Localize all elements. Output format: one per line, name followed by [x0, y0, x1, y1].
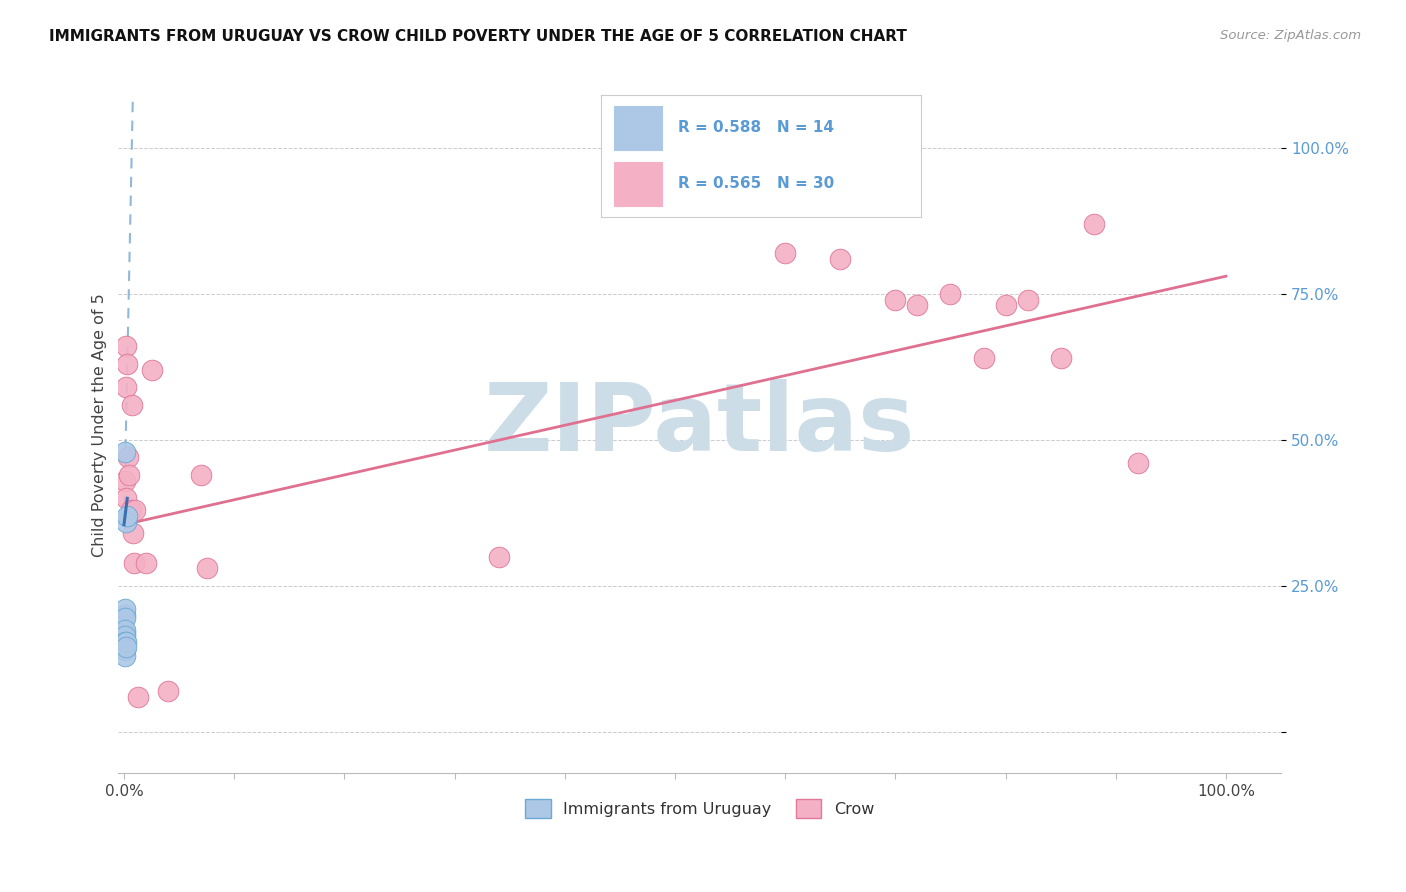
Point [1083, 217, 1105, 231]
Point [120, 503, 142, 517]
Point [124, 503, 146, 517]
Point [135, 556, 157, 570]
Point [114, 634, 136, 648]
Point [118, 467, 141, 482]
Point [114, 623, 136, 637]
Point [973, 351, 995, 365]
Point [114, 515, 136, 529]
Point [114, 629, 136, 643]
Point [939, 286, 962, 301]
Point [141, 362, 163, 376]
Point [121, 526, 143, 541]
Text: IMMIGRANTS FROM URUGUAY VS CROW CHILD POVERTY UNDER THE AGE OF 5 CORRELATION CHA: IMMIGRANTS FROM URUGUAY VS CROW CHILD PO… [49, 29, 907, 44]
Point [115, 634, 138, 648]
Point [114, 474, 136, 488]
Point [114, 491, 136, 506]
Point [117, 357, 139, 371]
Legend: Immigrants from Uruguay, Crow: Immigrants from Uruguay, Crow [519, 793, 880, 824]
Point [115, 339, 138, 353]
Point [114, 649, 136, 664]
Point [114, 625, 136, 640]
Point [195, 561, 218, 575]
Point [121, 398, 143, 412]
Point [1049, 351, 1071, 365]
Point [117, 508, 139, 523]
Point [157, 684, 180, 698]
Point [1017, 293, 1039, 307]
Point [907, 298, 929, 312]
Point [488, 549, 510, 564]
Point [127, 690, 149, 704]
Point [114, 444, 136, 458]
Point [994, 298, 1017, 312]
Point [1126, 456, 1149, 470]
Point [122, 556, 145, 570]
Point [114, 643, 136, 657]
Y-axis label: Child Poverty Under the Age of 5: Child Poverty Under the Age of 5 [93, 293, 107, 558]
Point [114, 602, 136, 616]
Text: ZIPatlas: ZIPatlas [484, 379, 915, 471]
Point [773, 245, 796, 260]
Text: Source: ZipAtlas.com: Source: ZipAtlas.com [1220, 29, 1361, 42]
Point [190, 467, 212, 482]
Point [115, 380, 138, 394]
Point [884, 293, 907, 307]
Point [114, 608, 136, 623]
Point [830, 252, 852, 266]
Point [117, 450, 139, 465]
Point [114, 611, 136, 625]
Point [115, 640, 138, 655]
